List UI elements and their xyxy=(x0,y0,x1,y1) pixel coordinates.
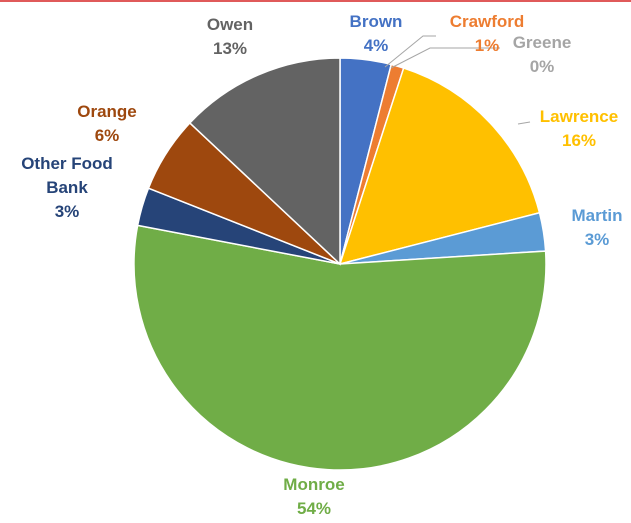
data-label-percent-owen: 13% xyxy=(213,39,247,58)
data-label-percent-brown: 4% xyxy=(364,36,389,55)
data-label-greene: Greene 0% xyxy=(513,33,572,76)
pie-slice-owen xyxy=(188,57,341,266)
leader-line-greene xyxy=(390,47,500,69)
data-label-name-crawford: Crawford xyxy=(450,12,525,31)
data-label-monroe: Monroe 54% xyxy=(283,475,344,518)
data-labels-layer: Brown 4% Crawford 1% Greene 0% Lawrence 16% Mart… xyxy=(21,12,622,518)
data-label-name-orange: Orange xyxy=(77,102,137,121)
data-label-name-other-food-bank-line1: Other Food xyxy=(21,154,113,173)
pie-slice-lawrence xyxy=(338,67,541,266)
data-label-percent-orange: 6% xyxy=(95,126,120,145)
data-label-percent-martin: 3% xyxy=(585,230,610,249)
data-label-name-greene: Greene xyxy=(513,33,572,52)
data-label-lawrence: Lawrence 16% xyxy=(540,107,618,150)
data-label-name-other-food-bank-line2: Bank xyxy=(46,178,88,197)
data-label-other-food-bank: Other Food Bank 3% xyxy=(21,154,113,221)
data-label-name-owen: Owen xyxy=(207,15,253,34)
leader-line-lawrence xyxy=(517,121,531,125)
data-label-brown: Brown 4% xyxy=(350,12,403,55)
data-label-orange: Orange 6% xyxy=(77,102,137,145)
top-border xyxy=(0,0,631,2)
leader-line-crawford xyxy=(384,35,436,68)
data-label-name-brown: Brown xyxy=(350,12,403,31)
data-label-name-lawrence: Lawrence xyxy=(540,107,618,126)
data-label-name-martin: Martin xyxy=(572,206,623,225)
data-label-owen: Owen 13% xyxy=(207,15,253,58)
data-label-crawford: Crawford 1% xyxy=(450,12,525,55)
pie-slice-monroe xyxy=(133,224,547,471)
slices-layer xyxy=(133,57,547,471)
data-label-percent-monroe: 54% xyxy=(297,499,331,518)
data-label-martin: Martin 3% xyxy=(572,206,623,249)
data-label-name-monroe: Monroe xyxy=(283,475,344,494)
data-label-percent-lawrence: 16% xyxy=(562,131,596,150)
data-label-percent-greene: 0% xyxy=(530,57,555,76)
leader-lines-layer xyxy=(384,35,531,125)
data-label-percent-other-food-bank: 3% xyxy=(55,202,80,221)
data-label-percent-crawford: 1% xyxy=(475,36,500,55)
